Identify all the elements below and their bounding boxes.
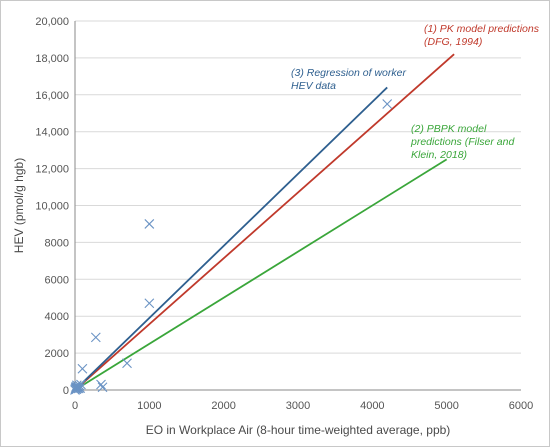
annotation-3: (2) PBPK model predictions (Filser and Kle…	[410, 123, 515, 161]
y-tick-label: 2000	[45, 348, 69, 360]
annotation-line: (3) Regression of worker	[291, 67, 406, 79]
x-tick-label: 0	[72, 400, 78, 412]
x-tick-label: 1000	[137, 400, 161, 412]
y-tick-label: 20,000	[35, 16, 69, 28]
annotation-line: predictions (Filser and	[410, 136, 515, 148]
scatter-point	[96, 379, 106, 390]
y-tick-label: 18,000	[35, 53, 69, 65]
x-tick-label: 3000	[286, 400, 310, 412]
y-tick-label: 16,000	[35, 90, 69, 102]
x-tick-label: 4000	[360, 400, 384, 412]
line-annotations: (1) PK model predictions (DFG, 1994) (3) R…	[291, 23, 540, 161]
y-tick-label: 8000	[45, 237, 69, 249]
y-tick-label: 12,000	[35, 164, 69, 176]
scatter-point	[75, 383, 86, 394]
scatter-points	[70, 99, 393, 395]
axes	[74, 21, 521, 391]
x-axis-title: EO in Workplace Air (8-hour time-weighte…	[146, 423, 451, 437]
annotation-2: (3) Regression of worker HEV data	[291, 67, 406, 92]
scatter-point	[97, 382, 108, 393]
scatter-point	[90, 332, 101, 343]
y-tick-label: 10,000	[35, 201, 69, 213]
annotation-line: (DFG, 1994)	[424, 36, 482, 48]
x-tick-label: 6000	[509, 400, 533, 412]
annotation-line: Klein, 2018)	[411, 149, 467, 161]
y-tick-label: 0	[63, 385, 69, 397]
annotation-line: (1) PK model predictions	[424, 23, 540, 35]
gridlines	[75, 20, 521, 354]
x-tick-label: 2000	[211, 400, 235, 412]
scatter-point	[122, 358, 132, 369]
model-lines	[74, 53, 455, 391]
annotation-line: (2) PBPK model	[411, 123, 487, 135]
y-tick-labels: 0 2000 4000 6000 8000 10,000 12,000 14,000 16,00…	[35, 16, 69, 397]
scatter-point	[76, 379, 86, 390]
annotation-line: HEV data	[291, 80, 336, 92]
y-axis-title: HEV (pmol/g hgb)	[12, 158, 26, 253]
series-line-1	[74, 53, 455, 391]
y-tick-label: 6000	[45, 274, 69, 286]
x-tick-label: 5000	[434, 400, 458, 412]
scatter-point	[144, 219, 155, 229]
scatter-point	[77, 363, 88, 374]
series-line-2	[74, 86, 388, 391]
annotation-1: (1) PK model predictions (DFG, 1994)	[424, 23, 540, 48]
y-tick-label: 4000	[45, 311, 69, 323]
series-line-3	[74, 158, 448, 391]
y-tick-label: 14,000	[35, 127, 69, 139]
x-tick-labels: 0 1000 2000 3000 4000 5000 6000	[72, 400, 533, 412]
scatter-point	[382, 99, 393, 109]
scatter-point	[144, 298, 155, 309]
